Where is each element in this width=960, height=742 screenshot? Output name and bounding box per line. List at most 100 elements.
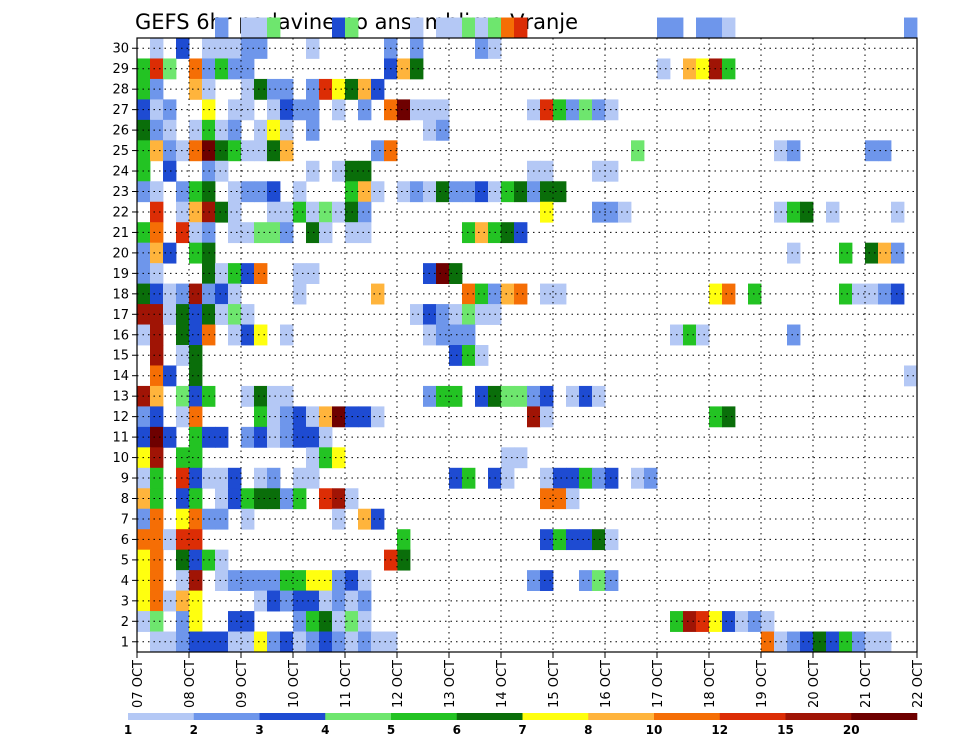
heatmap-cell (605, 201, 619, 223)
heatmap-cell (176, 570, 190, 591)
heatmap-cell (358, 508, 372, 530)
heatmap-cell (254, 631, 268, 653)
heatmap-cell (228, 324, 242, 346)
heatmap-cell (267, 78, 281, 100)
heatmap-cell (787, 631, 801, 653)
heatmap-cell (150, 242, 164, 264)
heatmap-cell (410, 17, 424, 39)
heatmap-cell (553, 467, 567, 489)
heatmap-cell (449, 17, 463, 39)
heatmap-cell (150, 201, 164, 223)
heatmap-cell (332, 17, 346, 39)
heatmap-cell (189, 345, 203, 366)
legend-label: 15 (777, 723, 794, 737)
heatmap-cell (306, 201, 320, 223)
heatmap-cell (150, 222, 164, 244)
legend-label: 4 (321, 723, 329, 737)
heatmap-cell (332, 590, 346, 612)
heatmap-cell (293, 263, 307, 284)
y-tick-label: 8 (121, 492, 129, 507)
heatmap-cell (150, 345, 164, 366)
x-tick-label: 17 OCT (651, 660, 666, 708)
heatmap-cell (410, 304, 424, 325)
heatmap-cell (358, 611, 372, 632)
heatmap-cell (150, 406, 164, 428)
legend-swatch (851, 713, 918, 720)
heatmap-cell (332, 447, 346, 469)
heatmap-cell (163, 58, 177, 80)
heatmap-cell (579, 99, 593, 121)
heatmap-cell (189, 508, 203, 530)
heatmap-cell (540, 570, 554, 591)
heatmap-cell (163, 631, 177, 653)
heatmap-cell (306, 447, 320, 469)
heatmap-cell (176, 304, 190, 325)
heatmap-cell (163, 529, 177, 551)
heatmap-cell (332, 160, 346, 182)
heatmap-cell (189, 181, 203, 203)
heatmap-cell (254, 488, 268, 510)
heatmap-cell (475, 283, 489, 305)
heatmap-cell (553, 529, 567, 551)
heatmap-cell (254, 324, 268, 346)
heatmap-cell (254, 181, 268, 203)
heatmap-cell (189, 611, 203, 632)
heatmap-cell (761, 611, 775, 632)
heatmap-cell (449, 385, 463, 407)
heatmap-cell (293, 181, 307, 203)
heatmap-cell (332, 488, 346, 510)
heatmap-cell (215, 488, 229, 510)
legend-label: 10 (646, 723, 663, 737)
heatmap-cell (254, 426, 268, 448)
legend-swatch (522, 713, 589, 720)
heatmap-cell (228, 467, 242, 489)
heatmap-cell (241, 17, 255, 39)
heatmap-cell (358, 160, 372, 182)
heatmap-cell (228, 488, 242, 510)
y-tick-label: 1 (121, 635, 129, 650)
legend-label: 5 (387, 723, 395, 737)
heatmap-cell (176, 447, 190, 469)
heatmap-cell (696, 324, 710, 346)
legend-swatch (785, 713, 852, 720)
heatmap-cell (267, 222, 281, 244)
legend-swatch (128, 713, 195, 720)
heatmap-cell (553, 181, 567, 203)
x-tick-label: 14 OCT (495, 660, 510, 708)
heatmap-cell (150, 119, 164, 141)
heatmap-cell (254, 119, 268, 141)
heatmap-cell (605, 570, 619, 591)
heatmap-cell (592, 385, 606, 407)
heatmap-cell (150, 467, 164, 489)
heatmap-cell (397, 529, 411, 551)
legend-label: 2 (190, 723, 198, 737)
heatmap-cell (839, 242, 853, 264)
heatmap-cell (319, 78, 333, 100)
heatmap-cell (189, 426, 203, 448)
heatmap-cell (514, 181, 528, 203)
heatmap-cell (358, 590, 372, 612)
heatmap-cell (462, 181, 476, 203)
legend-swatch (193, 713, 260, 720)
legend-swatch (259, 713, 326, 720)
heatmap-cell (592, 160, 606, 182)
heatmap-cell (592, 467, 606, 489)
heatmap-cell (371, 406, 385, 428)
legend-label: 6 (453, 723, 461, 737)
heatmap-cell (371, 283, 385, 305)
y-tick-label: 11 (112, 431, 129, 446)
heatmap-cell (475, 304, 489, 325)
heatmap-cell (189, 590, 203, 612)
heatmap-cell (514, 222, 528, 244)
heatmap-cell (293, 488, 307, 510)
heatmap-cell (319, 406, 333, 428)
heatmap-cell (306, 406, 320, 428)
heatmap-cell (150, 529, 164, 551)
heatmap-cell (436, 263, 450, 284)
heatmap-cell (787, 242, 801, 264)
heatmap-cell (150, 283, 164, 305)
heatmap-cell (306, 119, 320, 141)
heatmap-cell (215, 570, 229, 591)
heatmap-cell (319, 222, 333, 244)
heatmap-cell (293, 467, 307, 489)
